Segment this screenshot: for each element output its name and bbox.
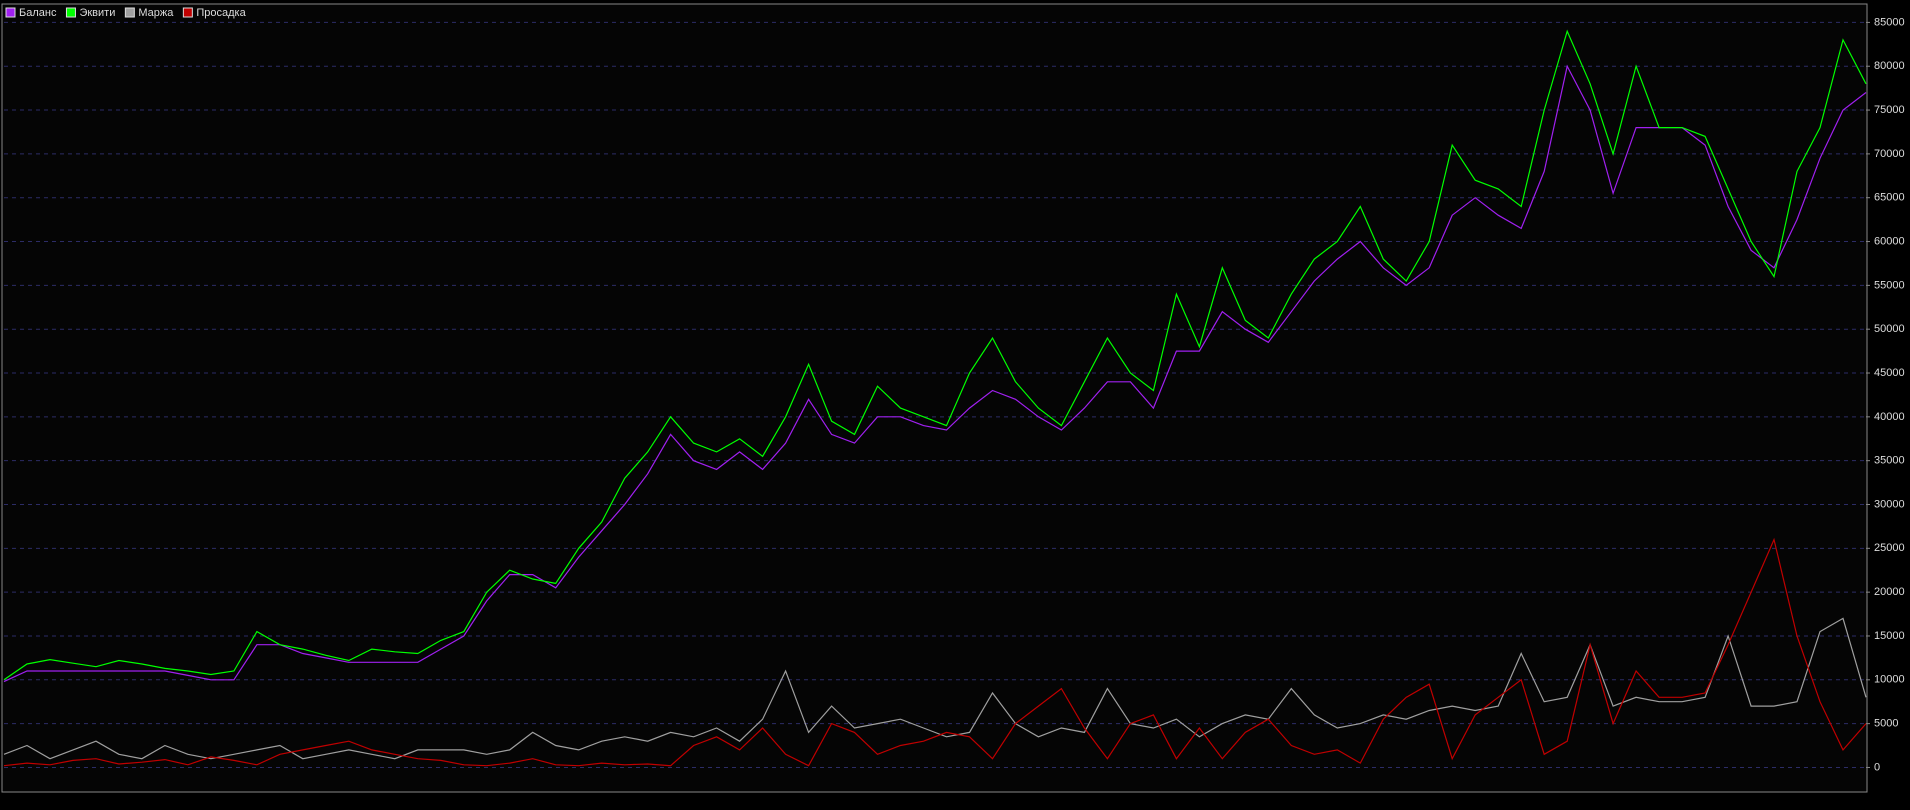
legend-swatch [124, 7, 135, 18]
y-tick-label: 65000 [1874, 192, 1905, 204]
y-tick-label: 45000 [1874, 367, 1905, 379]
y-tick-label: 35000 [1874, 455, 1905, 467]
legend-swatch [5, 7, 16, 18]
series-line [3, 29, 1867, 681]
y-tick-label: 25000 [1874, 542, 1905, 554]
y-tick-label: 40000 [1874, 411, 1905, 423]
y-tick-label: 50000 [1874, 323, 1905, 335]
series-line [3, 537, 1867, 767]
y-tick-label: 15000 [1874, 630, 1905, 642]
y-tick-label: 30000 [1874, 498, 1905, 510]
y-tick-label: 80000 [1874, 60, 1905, 72]
legend-label: Маржа [138, 7, 174, 19]
y-tick-label: 70000 [1874, 148, 1905, 160]
y-tick-label: 20000 [1874, 586, 1905, 598]
legend-label: Эквити [79, 7, 115, 19]
y-tick-label: 5000 [1874, 718, 1898, 730]
y-tick-label: 60000 [1874, 235, 1905, 247]
y-tick-label: 85000 [1874, 16, 1905, 28]
series-line [3, 617, 1867, 760]
legend-label: Баланс [19, 7, 57, 19]
y-tick-label: 10000 [1874, 674, 1905, 686]
legend-label: Просадка [196, 7, 246, 19]
y-tick-label: 75000 [1874, 104, 1905, 116]
legend-swatch [182, 7, 193, 18]
y-tick-label: 0 [1874, 761, 1880, 773]
series-line [3, 64, 1867, 683]
y-tick-label: 55000 [1874, 279, 1905, 291]
plot-frame [1, 3, 1868, 793]
legend-swatch [65, 7, 76, 18]
